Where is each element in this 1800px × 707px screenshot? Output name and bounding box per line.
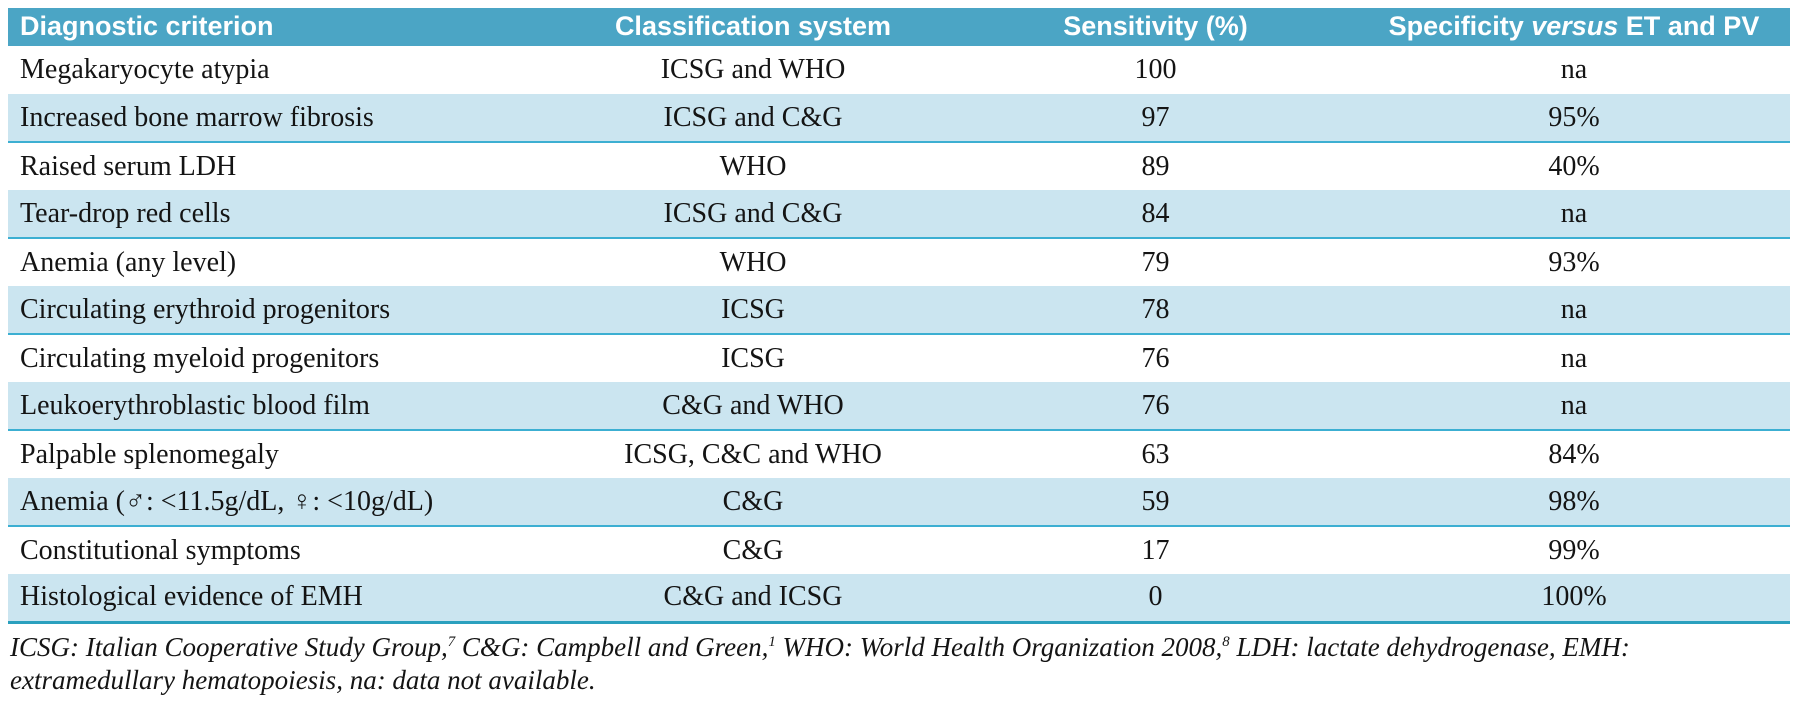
classification-cell: WHO — [553, 238, 953, 286]
table-row: Circulating erythroid progenitors ICSG 7… — [8, 286, 1790, 335]
sensitivity-cell: 76 — [953, 334, 1358, 382]
specificity-cell: 40% — [1358, 142, 1790, 190]
classification-cell: C&G and WHO — [553, 382, 953, 431]
specificity-cell: 99% — [1358, 526, 1790, 574]
specificity-cell: 100% — [1358, 574, 1790, 624]
classification-cell: C&G — [553, 526, 953, 574]
criterion-cell: Leukoerythroblastic blood film — [8, 382, 553, 431]
criterion-cell: Palpable splenomegaly — [8, 430, 553, 478]
table-row: Leukoerythroblastic blood film C&G and W… — [8, 382, 1790, 431]
diagnostic-criteria-table: Diagnostic criterion Classification syst… — [8, 8, 1790, 697]
header-sensitivity: Sensitivity (%) — [953, 8, 1358, 46]
sensitivity-cell: 84 — [953, 190, 1358, 239]
sensitivity-cell: 78 — [953, 286, 1358, 335]
specificity-cell: 84% — [1358, 430, 1790, 478]
table-row: Histological evidence of EMH C&G and ICS… — [8, 574, 1790, 624]
criterion-cell: Raised serum LDH — [8, 142, 553, 190]
table-row: Anemia (♂: <11.5g/dL, ♀: <10g/dL) C&G 59… — [8, 478, 1790, 527]
classification-cell: ICSG — [553, 286, 953, 335]
sensitivity-cell: 97 — [953, 94, 1358, 143]
table-body: Megakaryocyte atypia ICSG and WHO 100 na… — [8, 46, 1790, 624]
criterion-cell: Histological evidence of EMH — [8, 574, 553, 624]
sensitivity-cell: 63 — [953, 430, 1358, 478]
header-specificity-suffix: ET and PV — [1618, 10, 1760, 41]
table-row: Constitutional symptoms C&G 17 99% — [8, 526, 1790, 574]
specificity-cell: na — [1358, 190, 1790, 239]
criterion-cell: Circulating erythroid progenitors — [8, 286, 553, 335]
sensitivity-cell: 0 — [953, 574, 1358, 624]
criterion-cell: Anemia (any level) — [8, 238, 553, 286]
header-diagnostic-criterion: Diagnostic criterion — [8, 8, 553, 46]
footnote-reference-superscript: 1 — [768, 633, 776, 650]
specificity-cell: na — [1358, 334, 1790, 382]
table-row: Megakaryocyte atypia ICSG and WHO 100 na — [8, 46, 1790, 94]
criterion-cell: Constitutional symptoms — [8, 526, 553, 574]
specificity-cell: 95% — [1358, 94, 1790, 143]
criterion-cell: Anemia (♂: <11.5g/dL, ♀: <10g/dL) — [8, 478, 553, 527]
table-header: Diagnostic criterion Classification syst… — [8, 8, 1790, 46]
criterion-cell: Circulating myeloid progenitors — [8, 334, 553, 382]
header-specificity: Specificity versus ET and PV — [1358, 8, 1790, 46]
sensitivity-cell: 17 — [953, 526, 1358, 574]
sensitivity-cell: 76 — [953, 382, 1358, 431]
table-row: Anemia (any level) WHO 79 93% — [8, 238, 1790, 286]
table-row: Increased bone marrow fibrosis ICSG and … — [8, 94, 1790, 143]
header-specificity-prefix: Specificity — [1388, 10, 1532, 41]
footnote-reference-superscript: 8 — [1222, 633, 1230, 650]
classification-cell: ICSG, C&C and WHO — [553, 430, 953, 478]
sensitivity-cell: 59 — [953, 478, 1358, 527]
table-footnote: ICSG: Italian Cooperative Study Group,7 … — [10, 631, 1630, 695]
table-row: Palpable splenomegaly ICSG, C&C and WHO … — [8, 430, 1790, 478]
specificity-cell: na — [1358, 46, 1790, 94]
specificity-cell: na — [1358, 382, 1790, 431]
classification-cell: ICSG — [553, 334, 953, 382]
sensitivity-cell: 100 — [953, 46, 1358, 94]
table-row: Tear-drop red cells ICSG and C&G 84 na — [8, 190, 1790, 239]
classification-cell: ICSG and C&G — [553, 94, 953, 143]
criterion-cell: Tear-drop red cells — [8, 190, 553, 239]
criterion-cell: Megakaryocyte atypia — [8, 46, 553, 94]
specificity-cell: na — [1358, 286, 1790, 335]
header-classification-system: Classification system — [553, 8, 953, 46]
header-row: Diagnostic criterion Classification syst… — [8, 8, 1790, 46]
table-row: Raised serum LDH WHO 89 40% — [8, 142, 1790, 190]
classification-cell: C&G — [553, 478, 953, 527]
sensitivity-cell: 79 — [953, 238, 1358, 286]
classification-cell: ICSG and WHO — [553, 46, 953, 94]
classification-cell: C&G and ICSG — [553, 574, 953, 624]
header-specificity-versus: versus — [1531, 10, 1619, 41]
classification-cell: ICSG and C&G — [553, 190, 953, 239]
sensitivity-cell: 89 — [953, 142, 1358, 190]
specificity-cell: 98% — [1358, 478, 1790, 527]
specificity-cell: 93% — [1358, 238, 1790, 286]
table-row: Circulating myeloid progenitors ICSG 76 … — [8, 334, 1790, 382]
footnote-reference-superscript: 7 — [447, 633, 456, 650]
criterion-cell: Increased bone marrow fibrosis — [8, 94, 553, 143]
data-table: Diagnostic criterion Classification syst… — [8, 8, 1790, 624]
classification-cell: WHO — [553, 142, 953, 190]
